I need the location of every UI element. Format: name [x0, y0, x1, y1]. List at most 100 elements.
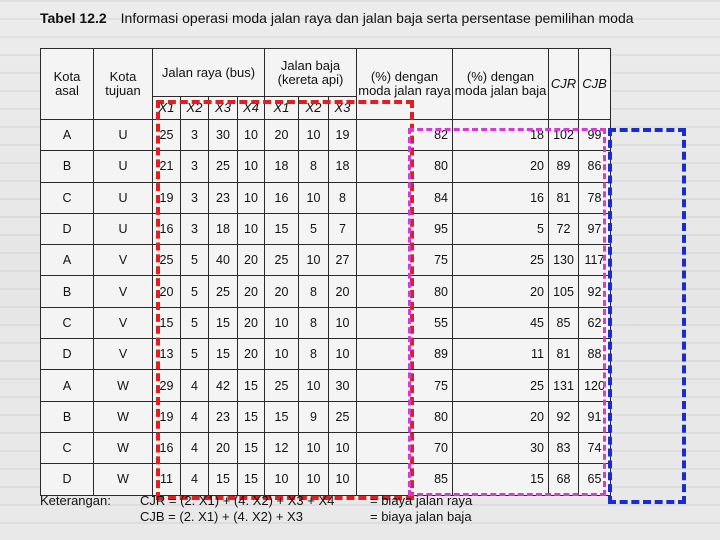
cell-cjb: 62 [578, 306, 611, 340]
cell-raya-x2: 5 [180, 338, 209, 371]
notes-label: Keterangan: [40, 493, 111, 508]
cell-raya-x4: 10 [237, 118, 265, 152]
cell-baja-x2: 10 [298, 463, 329, 496]
table-row: B V 20 5 25 20 20 8 20 80 20 105 92 [40, 275, 611, 308]
subheader-x1-raya: X1 [152, 96, 181, 120]
cell-raya-x4: 20 [237, 338, 265, 371]
cell-raya-x2: 4 [180, 369, 209, 402]
cell-cjr: 102 [548, 118, 579, 152]
cell-pct-raya: 82 [356, 118, 453, 152]
cell-raya-x3: 25 [208, 275, 238, 308]
cell-cjb: 117 [578, 244, 611, 277]
cell-kota-tujuan: U [93, 212, 153, 246]
cell-kota-tujuan: W [93, 369, 153, 402]
table-row: D W 11 4 15 15 10 10 10 85 15 68 65 [40, 463, 611, 496]
cell-baja-x1: 25 [264, 244, 299, 277]
cell-baja-x1: 10 [264, 463, 299, 496]
cell-cjb: 91 [578, 400, 611, 433]
cell-kota-asal: A [40, 244, 94, 277]
note-equation-cjr: CJR = (2. X1) + (4. X2) + X3 + X4 [140, 493, 335, 508]
cell-raya-x2: 5 [180, 244, 209, 277]
cell-baja-x3: 7 [328, 212, 357, 246]
cell-baja-x1: 10 [264, 306, 299, 340]
cell-pct-raya: 85 [356, 463, 453, 496]
table-row: A U 25 3 30 10 20 10 19 82 18 102 99 [40, 118, 611, 152]
cell-kota-asal: D [40, 463, 94, 496]
cell-baja-x2: 10 [298, 244, 329, 277]
subheader-x2-baja: X2 [298, 96, 329, 120]
cell-cjr: 130 [548, 244, 579, 277]
cell-kota-asal: A [40, 118, 94, 152]
cell-cjr: 81 [548, 338, 579, 371]
cell-cjr: 68 [548, 463, 579, 496]
cell-pct-baja: 30 [452, 431, 549, 465]
cell-raya-x2: 4 [180, 431, 209, 465]
cell-kota-asal: D [40, 338, 94, 371]
cell-raya-x1: 21 [152, 150, 181, 183]
cell-cjr: 85 [548, 306, 579, 340]
subheader-x3-raya: X3 [208, 96, 238, 120]
table-row: B U 21 3 25 10 18 8 18 80 20 89 86 [40, 150, 611, 183]
cell-baja-x3: 8 [328, 181, 357, 214]
cell-raya-x1: 15 [152, 306, 181, 340]
cell-baja-x3: 10 [328, 431, 357, 465]
cell-raya-x1: 16 [152, 212, 181, 246]
cell-baja-x2: 8 [298, 150, 329, 183]
cell-kota-asal: A [40, 369, 94, 402]
cell-kota-tujuan: U [93, 150, 153, 183]
cell-kota-tujuan: U [93, 181, 153, 214]
cell-pct-raya: 70 [356, 431, 453, 465]
cell-kota-asal: B [40, 275, 94, 308]
cell-baja-x3: 19 [328, 118, 357, 152]
cell-raya-x3: 15 [208, 463, 238, 496]
note-meaning-cjr: = biaya jalan raya [370, 493, 473, 508]
cell-pct-raya: 75 [356, 244, 453, 277]
cell-raya-x3: 40 [208, 244, 238, 277]
cell-baja-x1: 12 [264, 431, 299, 465]
cell-pct-raya: 80 [356, 275, 453, 308]
table-notes: Keterangan: CJR = (2. X1) + (4. X2) + X3 … [40, 493, 472, 525]
table-row: D U 16 3 18 10 15 5 7 95 5 72 97 [40, 212, 611, 246]
table-row: A V 25 5 40 20 25 10 27 75 25 130 117 [40, 244, 611, 277]
cell-cjr: 83 [548, 431, 579, 465]
note-equation-cjb: CJB = (2. X1) + (4. X2) + X3 [140, 509, 303, 524]
table-title: Informasi operasi moda jalan raya dan ja… [120, 10, 634, 26]
cell-cjb: 97 [578, 212, 611, 246]
cell-pct-raya: 84 [356, 181, 453, 214]
cell-cjb: 86 [578, 150, 611, 183]
cell-raya-x2: 5 [180, 306, 209, 340]
header-pct-jalan-baja: (%) dengan moda jalan baja [452, 48, 549, 120]
cell-pct-raya: 95 [356, 212, 453, 246]
cell-kota-tujuan: V [93, 306, 153, 340]
cell-raya-x4: 20 [237, 244, 265, 277]
cell-baja-x2: 8 [298, 275, 329, 308]
cell-cjb: 120 [578, 369, 611, 402]
cell-baja-x1: 25 [264, 369, 299, 402]
cell-pct-baja: 20 [452, 150, 549, 183]
cell-cjr: 72 [548, 212, 579, 246]
cell-raya-x3: 25 [208, 150, 238, 183]
header-kota-tujuan: Kota tujuan [93, 48, 153, 120]
cell-raya-x4: 20 [237, 306, 265, 340]
cell-raya-x3: 23 [208, 181, 238, 214]
header-jalan-raya: Jalan raya (bus) [152, 48, 265, 97]
note-line-cjb: CJB = (2. X1) + (4. X2) + X3 = biaya jala… [40, 509, 472, 525]
table-body: A U 25 3 30 10 20 10 19 82 18 102 99 B U 21 3 25 10 18 8 18 80… [40, 118, 611, 496]
cell-baja-x2: 8 [298, 306, 329, 340]
cell-baja-x1: 15 [264, 400, 299, 433]
cell-baja-x3: 10 [328, 463, 357, 496]
cell-kota-tujuan: V [93, 244, 153, 277]
header-cjr: CJR [548, 48, 579, 120]
cell-cjr: 131 [548, 369, 579, 402]
table-row: B W 19 4 23 15 15 9 25 80 20 92 91 [40, 400, 611, 433]
note-meaning-cjb: = biaya jalan baja [370, 509, 472, 524]
table-caption: Tabel 12.2 Informasi operasi moda jalan r… [40, 10, 690, 26]
cell-raya-x4: 15 [237, 463, 265, 496]
cell-raya-x2: 4 [180, 463, 209, 496]
subheader-x1-baja: X1 [264, 96, 299, 120]
cell-raya-x2: 3 [180, 150, 209, 183]
cell-raya-x2: 3 [180, 118, 209, 152]
cell-baja-x2: 10 [298, 369, 329, 402]
cell-raya-x4: 10 [237, 150, 265, 183]
cell-baja-x2: 10 [298, 181, 329, 214]
